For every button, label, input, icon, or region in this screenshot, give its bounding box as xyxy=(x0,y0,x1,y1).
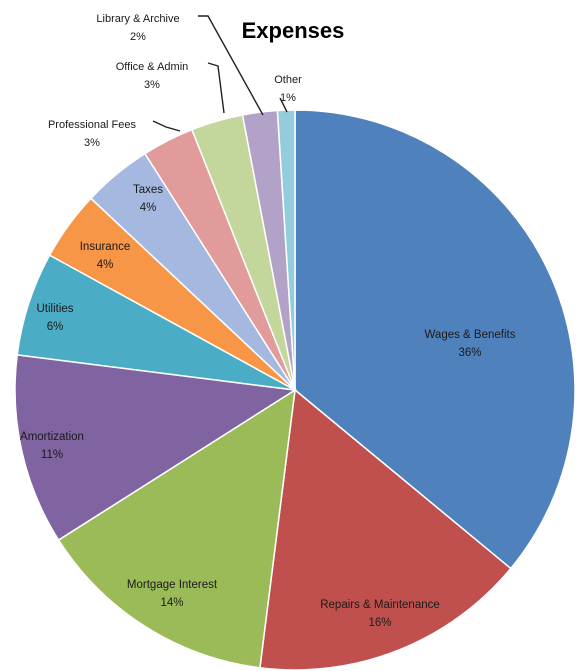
slice-label-other: Other xyxy=(274,74,302,86)
slice-value-office-and-admin: 3% xyxy=(144,79,160,91)
slice-label-insurance: Insurance xyxy=(80,241,131,253)
slice-label-repairs-and-maintenance: Repairs & Maintenance xyxy=(320,599,440,611)
slices-layer xyxy=(14,109,576,671)
slice-label-office-and-admin: Office & Admin xyxy=(116,61,189,73)
pie-slice-amortization xyxy=(14,354,298,542)
slice-label-wages-and-benefits: Wages & Benefits xyxy=(425,329,516,341)
chart-title: Expenses xyxy=(242,18,345,43)
slice-label-utilities: Utilities xyxy=(36,303,73,315)
pie-slice-mortgage-interest xyxy=(57,388,296,669)
slice-value-repairs-and-maintenance: 16% xyxy=(368,617,391,629)
leader-line-office-and-admin xyxy=(207,62,225,114)
slice-value-utilities: 6% xyxy=(47,321,64,333)
leader-lines-layer xyxy=(152,15,288,132)
slice-label-amortization: Amortization xyxy=(20,431,84,443)
slice-value-taxes: 4% xyxy=(140,202,157,214)
leader-line-other xyxy=(279,97,288,113)
pie-slice-wages-and-benefits xyxy=(294,109,576,570)
leader-line-library-and-archive xyxy=(198,15,264,116)
slice-value-mortgage-interest: 14% xyxy=(160,597,183,609)
slice-value-other: 1% xyxy=(280,92,296,104)
slice-value-amortization: 11% xyxy=(41,449,63,461)
pie-slice-repairs-and-maintenance xyxy=(259,388,512,671)
slice-value-wages-and-benefits: 36% xyxy=(458,347,481,359)
labels-layer: Wages & Benefits 36% Repairs & Maintenance… xyxy=(20,13,516,629)
slice-label-mortgage-interest: Mortgage Interest xyxy=(127,579,218,591)
slice-value-library-and-archive: 2% xyxy=(130,31,146,43)
slice-label-taxes: Taxes xyxy=(133,184,163,196)
slice-value-insurance: 4% xyxy=(97,259,114,271)
slice-label-professional-fees: Professional Fees xyxy=(48,119,137,131)
leader-line-professional-fees xyxy=(152,120,181,132)
slice-label-library-and-archive: Library & Archive xyxy=(96,13,179,25)
slice-value-professional-fees: 3% xyxy=(84,137,100,149)
